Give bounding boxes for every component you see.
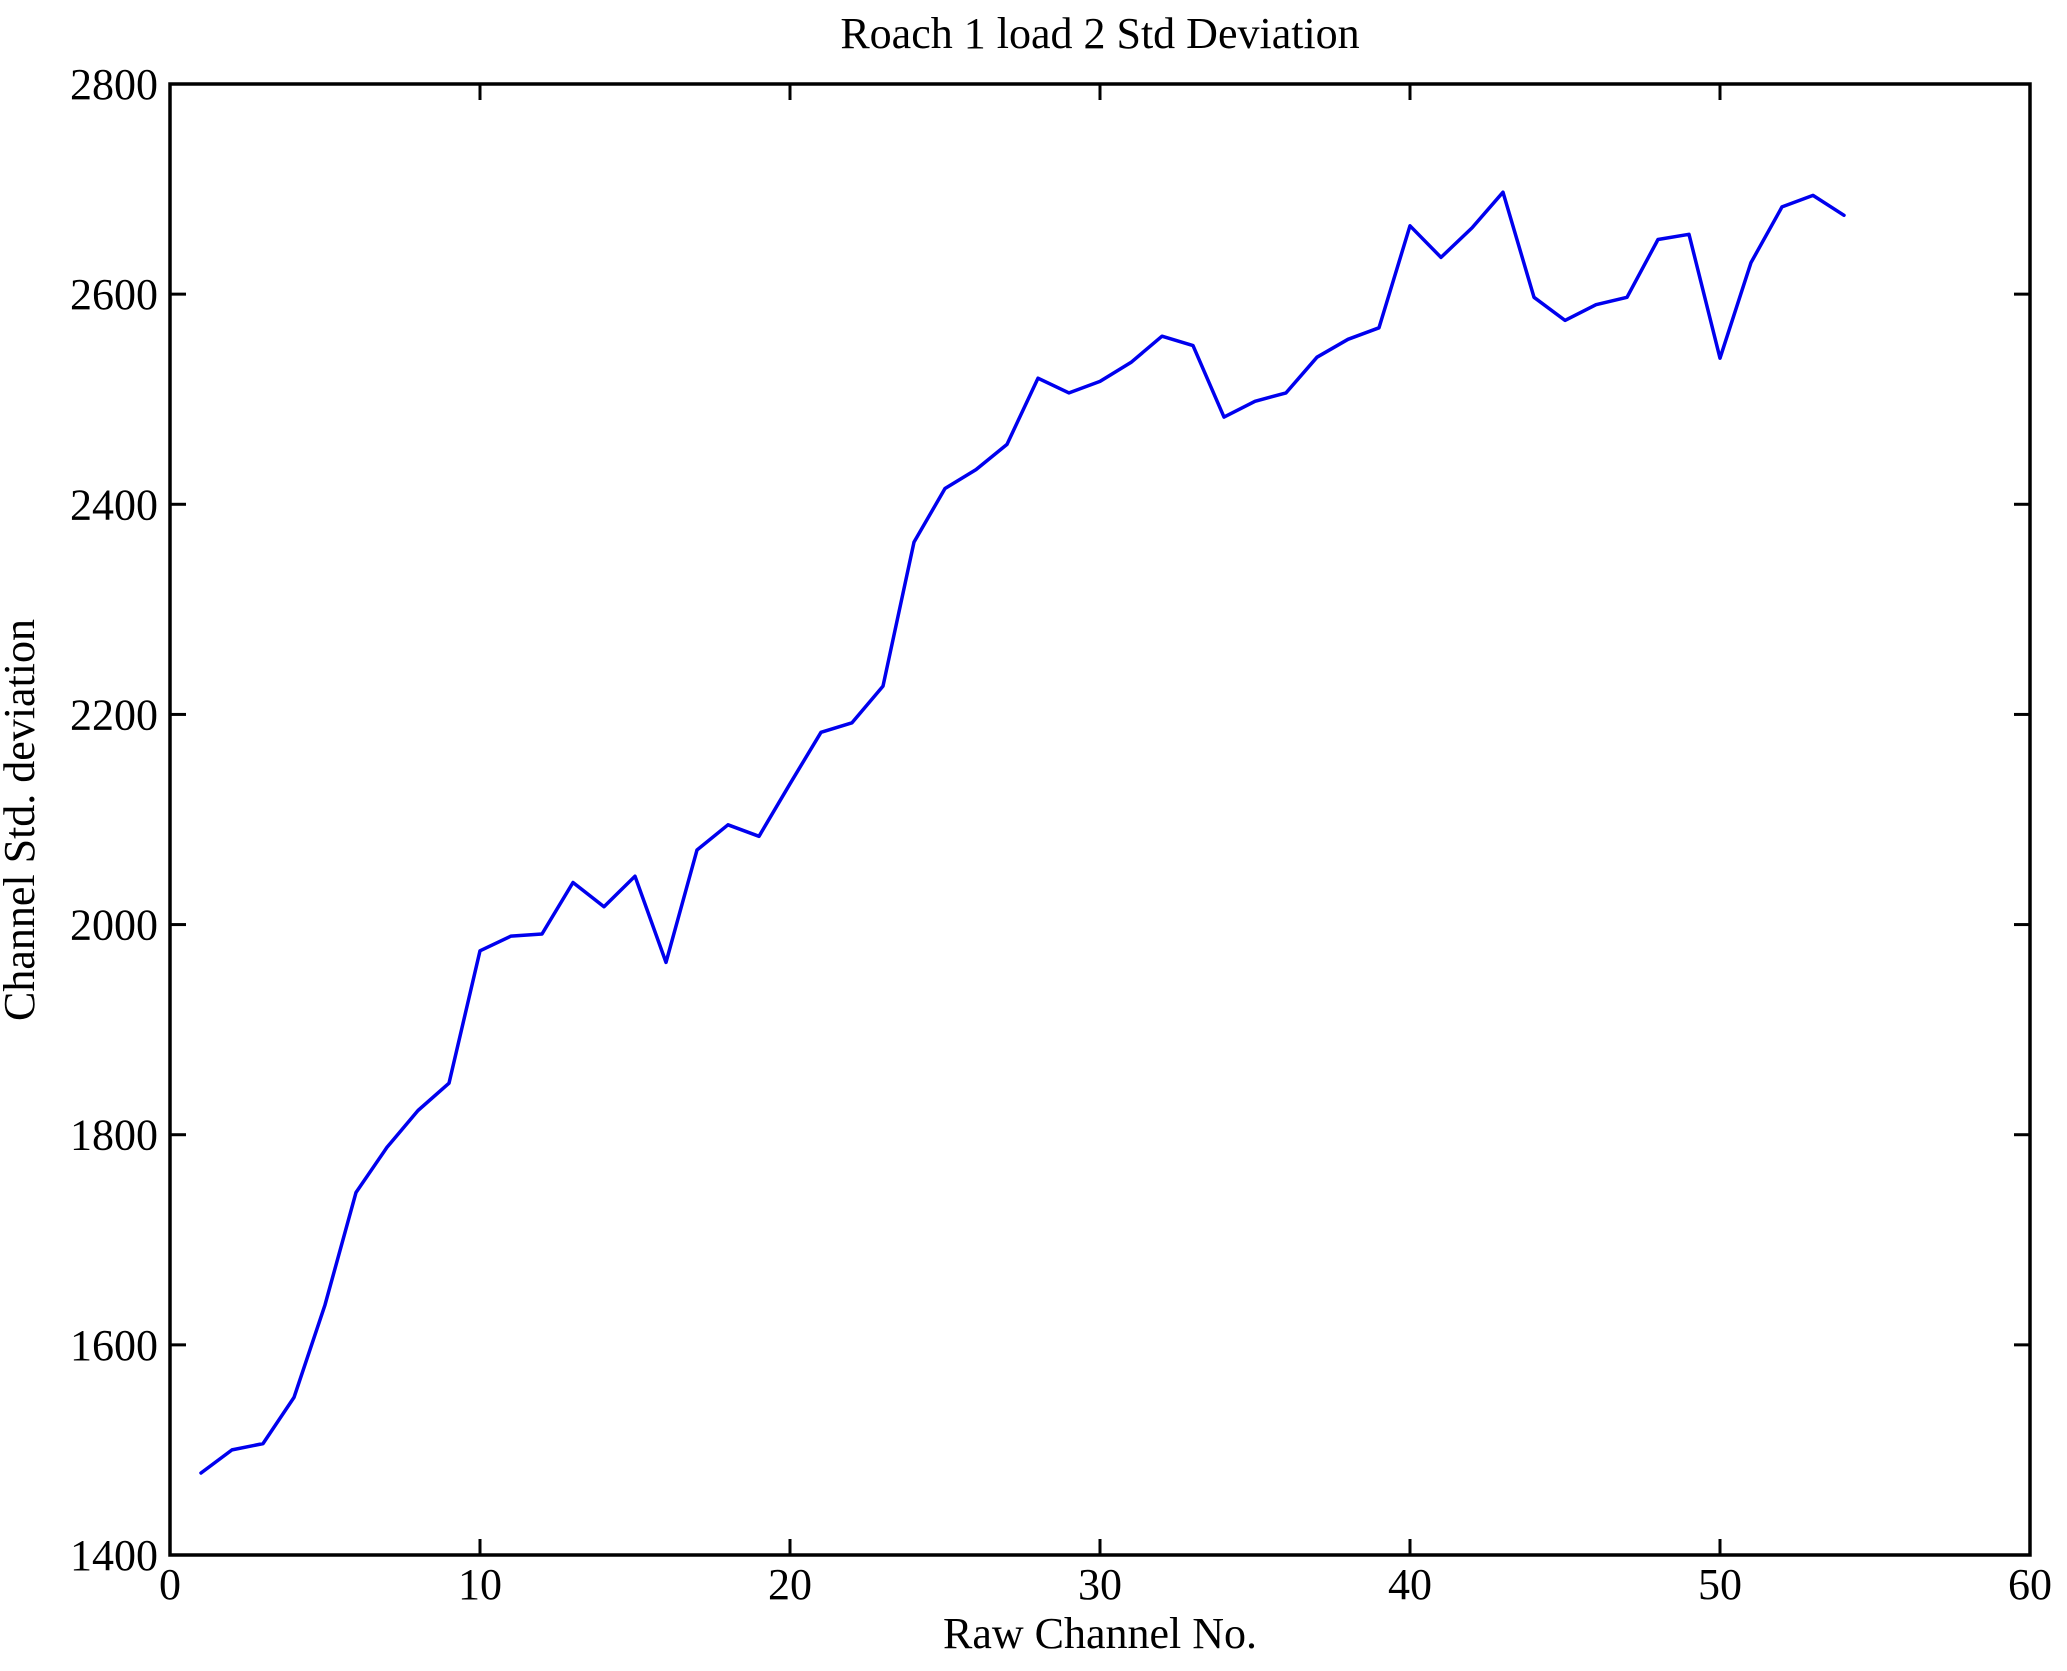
x-tick-label: 10 [458, 1560, 502, 1609]
x-tick-label: 20 [768, 1560, 812, 1609]
axis-ticks [168, 82, 2032, 1557]
x-axis-label: Raw Channel No. [943, 1609, 1257, 1658]
x-tick-label: 40 [1388, 1560, 1432, 1609]
data-line [199, 190, 1846, 1475]
x-tick-label: 60 [2008, 1560, 2052, 1609]
y-axis-tick-labels: 1400 1600 1800 2000 2200 2400 2600 2800 [70, 60, 158, 1580]
y-tick-label: 2800 [70, 60, 158, 109]
y-tick-label: 1800 [70, 1111, 158, 1160]
y-tick-label: 1400 [70, 1531, 158, 1580]
y-tick-label: 2600 [70, 270, 158, 319]
y-tick-label: 2200 [70, 690, 158, 739]
x-tick-label: 0 [159, 1560, 181, 1609]
plot-area [168, 82, 2032, 1557]
y-tick-label: 2000 [70, 901, 158, 950]
y-tick-label: 2400 [70, 480, 158, 529]
y-tick-label: 1600 [70, 1321, 158, 1370]
x-tick-label: 30 [1078, 1560, 1122, 1609]
x-axis-tick-labels: 0 10 20 30 40 50 60 [159, 1560, 2052, 1609]
chart-title: Roach 1 load 2 Std Deviation [840, 9, 1359, 58]
y-axis-label: Channel Std. deviation [0, 619, 44, 1021]
x-tick-label: 50 [1698, 1560, 1742, 1609]
